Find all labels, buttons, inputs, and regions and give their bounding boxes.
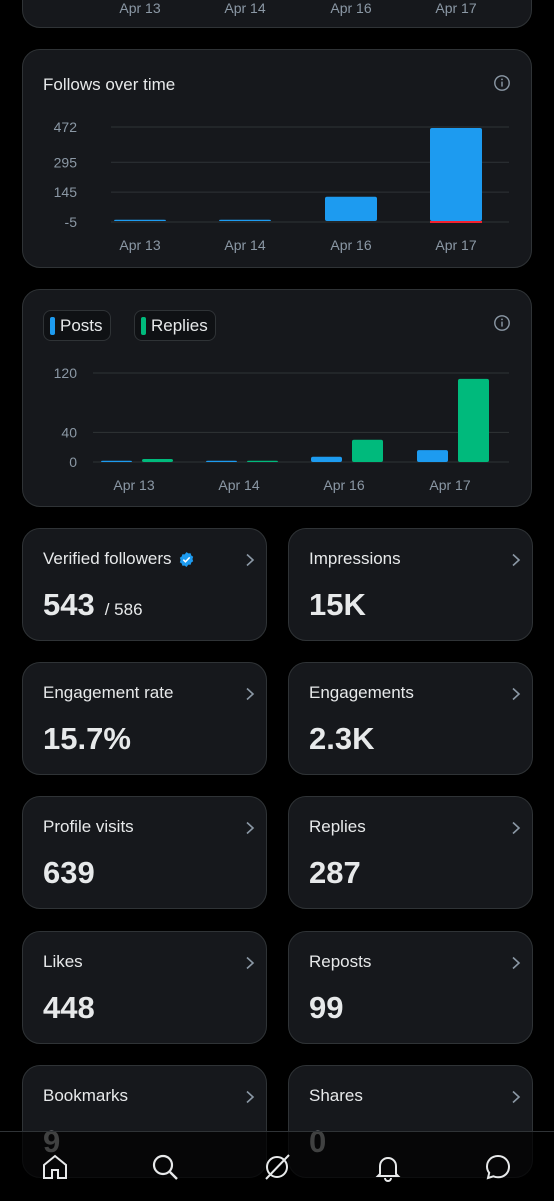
stat-verified-followers[interactable]: Verified followers 543 / 586 xyxy=(22,528,267,641)
stat-likes[interactable]: Likes 448 xyxy=(22,931,267,1044)
bar-unfollows xyxy=(430,221,482,224)
bar-follows xyxy=(430,127,482,222)
legend-posts-swatch xyxy=(50,316,55,335)
bar-replies xyxy=(142,459,173,462)
stat-value: 15K xyxy=(309,587,366,622)
y-tick-label: 120 xyxy=(54,365,78,381)
legend-replies-label: Replies xyxy=(151,315,208,335)
stat-engagement-rate[interactable]: Engagement rate 15.7% xyxy=(22,662,267,775)
bar-replies xyxy=(352,439,383,462)
legend-posts[interactable]: Posts xyxy=(43,310,111,341)
stat-label: Engagement rate xyxy=(43,683,174,702)
x-tick-label: Apr 14 xyxy=(218,477,259,493)
stat-label: Profile visits xyxy=(43,817,134,836)
stat-label: Likes xyxy=(43,952,83,971)
chevron-right-icon xyxy=(512,553,521,567)
stat-value: 543 xyxy=(43,587,95,622)
stat-value: 287 xyxy=(309,855,361,890)
x-tick-label: Apr 17 xyxy=(435,0,476,16)
legend-replies-swatch xyxy=(141,316,146,335)
x-tick-label: Apr 17 xyxy=(435,237,476,253)
y-tick-label: -5 xyxy=(65,214,78,230)
x-tick-label: Apr 13 xyxy=(113,477,154,493)
legend-posts-label: Posts xyxy=(60,315,103,335)
y-tick-label: 40 xyxy=(61,424,77,440)
bar-posts xyxy=(311,456,342,462)
stat-value: 448 xyxy=(43,990,95,1025)
messages-icon[interactable] xyxy=(483,1152,513,1182)
activity-chart: 120 40 0 Apr 13 Apr 14 Apr 16 Apr 17 xyxy=(54,365,509,493)
chevron-right-icon xyxy=(512,687,521,701)
stat-value-wrap: 543 / 586 xyxy=(43,587,143,623)
chevron-right-icon xyxy=(246,687,255,701)
stat-value: 639 xyxy=(43,855,95,890)
stat-label: Verified followers xyxy=(43,549,172,568)
stat-value: 99 xyxy=(309,990,344,1025)
chevron-right-icon xyxy=(512,1090,521,1104)
x-tick-label: Apr 16 xyxy=(323,477,364,493)
x-tick-label: Apr 16 xyxy=(330,237,371,253)
verified-badge-icon xyxy=(179,551,193,567)
bar-posts xyxy=(101,460,132,462)
stat-label: Shares xyxy=(309,1086,363,1105)
info-icon[interactable] xyxy=(493,314,511,332)
y-tick-label: 145 xyxy=(54,184,78,200)
chevron-right-icon xyxy=(246,1090,255,1104)
activity-chart-card: Posts Replies 120 40 0 Apr 13 Apr 14 Apr 16 Ap… xyxy=(22,289,532,507)
stat-reposts[interactable]: Reposts 99 xyxy=(288,931,533,1044)
stat-label: Replies xyxy=(309,817,366,836)
stat-impressions[interactable]: Impressions 15K xyxy=(288,528,533,641)
follows-chart-card: Follows over time 472 295 145 -5 Apr 13 Apr 1… xyxy=(22,49,532,268)
x-tick-label: Apr 14 xyxy=(224,0,265,16)
bar-follows xyxy=(219,219,271,222)
legend-replies[interactable]: Replies xyxy=(134,310,216,341)
x-tick-label: Apr 13 xyxy=(119,0,160,16)
chevron-right-icon xyxy=(246,553,255,567)
x-tick-label: Apr 17 xyxy=(429,477,470,493)
chevron-right-icon xyxy=(512,821,521,835)
info-icon[interactable] xyxy=(493,74,511,92)
stat-value: 2.3K xyxy=(309,721,375,756)
notifications-icon[interactable] xyxy=(373,1152,403,1182)
y-tick-label: 0 xyxy=(69,454,77,470)
chevron-right-icon xyxy=(512,956,521,970)
chevron-right-icon xyxy=(246,956,255,970)
y-tick-label: 295 xyxy=(54,154,78,170)
stat-profile-visits[interactable]: Profile visits 639 xyxy=(22,796,267,909)
bar-replies xyxy=(458,378,489,462)
top-chart-card: Apr 13 Apr 14 Apr 16 Apr 17 xyxy=(22,0,532,28)
y-tick-label: 472 xyxy=(54,119,78,135)
x-tick-label: Apr 13 xyxy=(119,237,160,253)
search-icon[interactable] xyxy=(150,1152,180,1182)
stat-label: Impressions xyxy=(309,549,401,568)
bar-posts xyxy=(417,450,448,462)
follows-chart-title: Follows over time xyxy=(43,75,176,94)
bar-follows xyxy=(114,219,166,222)
bar-replies xyxy=(247,460,278,462)
follows-chart: 472 295 145 -5 Apr 13 Apr 14 Apr 16 Apr 17 xyxy=(54,119,509,253)
grok-icon[interactable] xyxy=(262,1152,292,1182)
home-icon[interactable] xyxy=(40,1152,70,1182)
stat-value: 15.7% xyxy=(43,721,131,756)
bar-posts xyxy=(206,460,237,462)
top-chart: Apr 13 Apr 14 Apr 16 Apr 17 xyxy=(119,0,476,16)
bar-follows xyxy=(325,196,377,222)
stat-label: Reposts xyxy=(309,952,372,971)
x-tick-label: Apr 14 xyxy=(224,237,265,253)
x-tick-label: Apr 16 xyxy=(330,0,371,16)
stat-label: Engagements xyxy=(309,683,414,702)
chevron-right-icon xyxy=(246,821,255,835)
stat-engagements[interactable]: Engagements 2.3K xyxy=(288,662,533,775)
bottom-nav xyxy=(0,1131,554,1201)
stat-replies[interactable]: Replies 287 xyxy=(288,796,533,909)
stat-label-wrap: Verified followers xyxy=(43,549,195,569)
stat-sub-value: / 586 xyxy=(104,600,143,619)
stat-label: Bookmarks xyxy=(43,1086,129,1105)
